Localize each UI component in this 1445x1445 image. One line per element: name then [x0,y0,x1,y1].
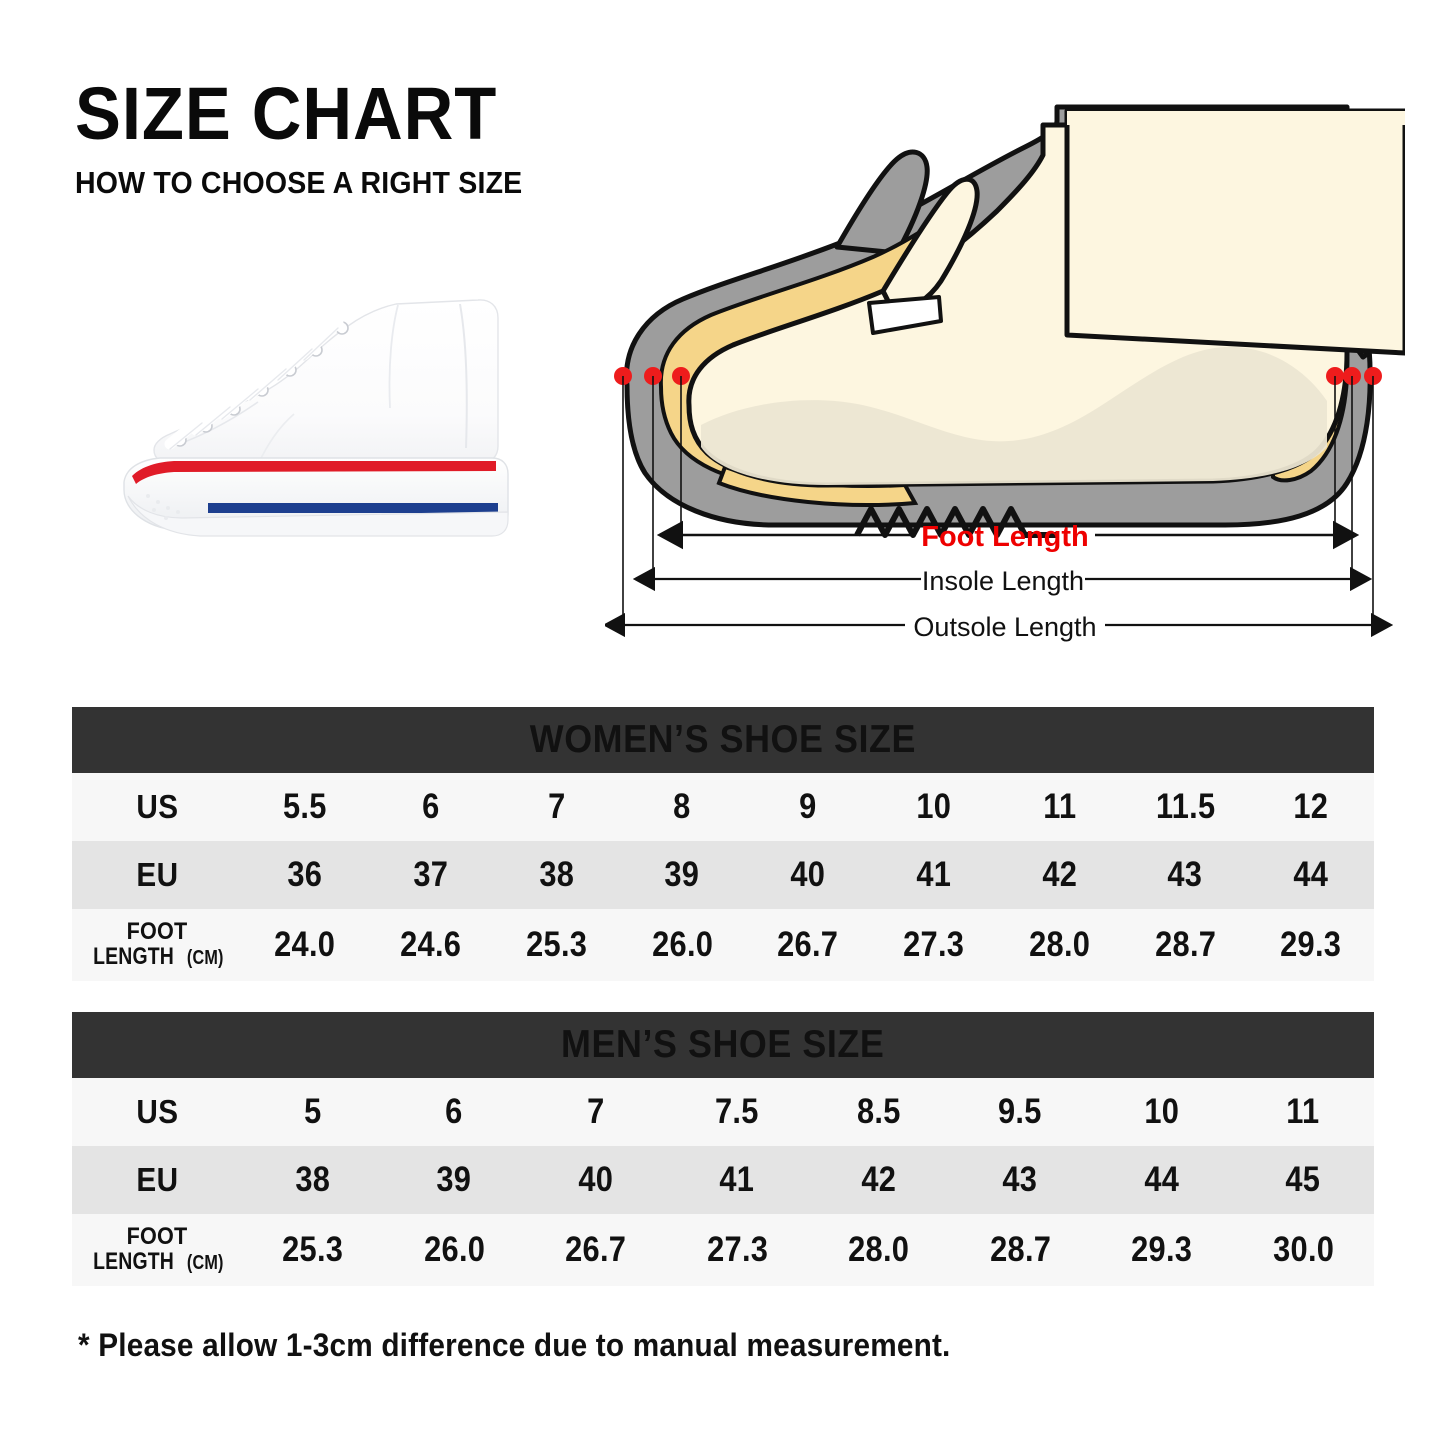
cell: 40 [525,1146,667,1214]
foot-big-toe [880,176,980,314]
row-label-foot-length: FOOT LENGTH (CM) [72,909,242,981]
page-title: SIZE CHART [75,72,498,155]
cell: 26.7 [525,1214,667,1286]
collar-seam [388,304,399,409]
toe-texture [146,494,180,520]
cell: 5 [242,1078,384,1146]
measurement-diagram: Foot Length Insole Length Outsole Length [602,85,1408,645]
table-row: EU 38 39 40 41 42 43 44 45 [72,1146,1374,1214]
cell: 30.0 [1232,1214,1374,1286]
cell: 29.3 [1091,1214,1233,1286]
cell: 11 [996,773,1123,841]
dimension-outsole-length: Outsole Length [602,612,1394,642]
page-subtitle: HOW TO CHOOSE A RIGHT SIZE [75,164,523,200]
cell: 8 [619,773,746,841]
row-label-us: US [72,773,242,841]
sneaker-upper [153,299,499,465]
cell: 38 [242,1146,384,1214]
outsole-length-label: Outsole Length [913,612,1096,642]
cell: 43 [949,1146,1091,1214]
cell: 28.7 [949,1214,1091,1286]
row-label-foot-length: FOOT LENGTH (CM) [72,1214,242,1286]
cell: 8.5 [808,1078,950,1146]
row-label-eu: EU [72,841,242,909]
footnote: * Please allow 1-3cm difference due to m… [78,1327,951,1363]
cell: 9.5 [949,1078,1091,1146]
cell: 41 [666,1146,808,1214]
mens-table-banner-row: MEN’S SHOE SIZE [72,1012,1374,1078]
toenail [867,295,943,335]
blue-stripe [208,503,498,513]
dimension-insole-length: Insole Length [632,566,1373,596]
cell: 27.3 [870,909,997,981]
cell: 11.5 [1122,773,1249,841]
cell: 7 [525,1078,667,1146]
cell: 11 [1232,1078,1374,1146]
cell: 10 [870,773,997,841]
leg-shaft [1064,108,1408,356]
cell: 28.0 [808,1214,950,1286]
cell: 41 [870,841,997,909]
cell: 39 [383,1146,525,1214]
row-label-eu: EU [72,1146,242,1214]
cell: 38 [493,841,620,909]
foot-length-label: Foot Length [921,521,1089,553]
cell: 5.5 [242,773,368,841]
foot-in-shoe-svg: Foot Length Insole Length Outsole Length [602,104,1408,642]
cell: 28.0 [996,909,1123,981]
cell: 43 [1122,841,1249,909]
cell: 44 [1091,1146,1233,1214]
mens-size-table: MEN’S SHOE SIZE US 5 6 7 7.5 8.5 9.5 10 … [72,1012,1374,1286]
womens-size-table: WOMEN’S SHOE SIZE US 5.5 6 7 8 9 10 11 1… [72,707,1374,981]
cell: 7 [493,773,620,841]
womens-table-banner-row: WOMEN’S SHOE SIZE [72,707,1374,773]
heel-seam [459,303,468,449]
mens-table-banner: MEN’S SHOE SIZE [72,1012,1374,1078]
table-row: US 5 6 7 7.5 8.5 9.5 10 11 [72,1078,1374,1146]
cell: 37 [367,841,494,909]
cell: 9 [745,773,871,841]
cell: 10 [1091,1078,1233,1146]
cell: 26.0 [383,1214,525,1286]
cell: 26.0 [619,909,746,981]
cell: 42 [808,1146,950,1214]
cell: 12 [1248,773,1374,841]
shoe-toe-bump [834,149,930,256]
cell: 42 [996,841,1123,909]
cell: 27.3 [666,1214,808,1286]
table-row: FOOT LENGTH (CM) 25.3 26.0 26.7 27.3 28.… [72,1214,1374,1286]
cell: 6 [367,773,494,841]
womens-table-banner: WOMEN’S SHOE SIZE [72,707,1374,773]
cell: 36 [242,841,368,909]
cell: 25.3 [242,1214,384,1286]
cell: 40 [745,841,871,909]
cell: 45 [1232,1146,1374,1214]
lace-shadow [169,327,339,450]
table-row: EU 36 37 38 39 40 41 42 43 44 [72,841,1374,909]
cell: 7.5 [666,1078,808,1146]
cell: 24.6 [367,909,494,981]
sneaker-illustration [123,299,509,537]
foot-sole-shading [701,346,1327,485]
title-block: SIZE CHART HOW TO CHOOSE A RIGHT SIZE [75,72,635,201]
cell: 6 [383,1078,525,1146]
cell: 26.7 [745,909,871,981]
cell: 25.3 [493,909,620,981]
leg-top-edge [1067,111,1405,125]
red-stripe [132,461,496,484]
insole-length-label: Insole Length [922,566,1084,596]
cell: 44 [1248,841,1374,909]
dimension-foot-length: Foot Length [656,520,1360,553]
row-label-us: US [72,1078,242,1146]
outsole [127,495,509,537]
cell: 28.7 [1122,909,1249,981]
cell: 29.3 [1248,909,1374,981]
product-photo [62,268,562,560]
cell: 24.0 [242,909,368,981]
cell: 39 [619,841,746,909]
table-row: US 5.5 6 7 8 9 10 11 11.5 12 [72,773,1374,841]
outsole-tread [854,506,1059,538]
table-row: FOOT LENGTH (CM) 24.0 24.6 25.3 26.0 26.… [72,909,1374,981]
